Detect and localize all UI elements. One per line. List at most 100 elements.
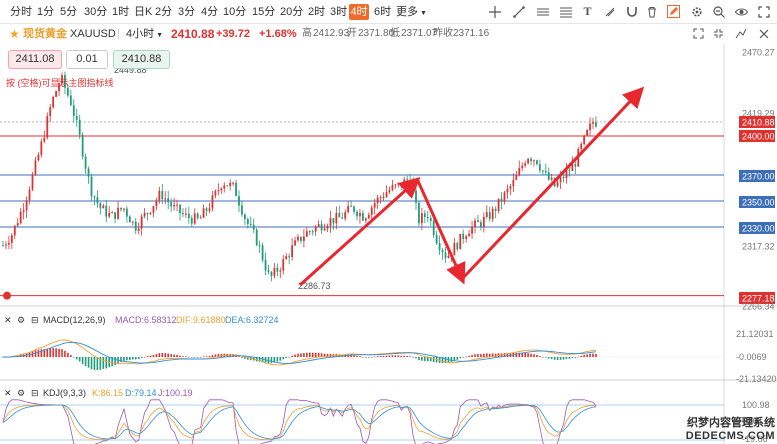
- eye-icon[interactable]: [735, 5, 748, 18]
- tf-20min[interactable]: 20分: [280, 6, 304, 18]
- macd-close-icon[interactable]: ✕: [4, 315, 12, 325]
- tf-10min[interactable]: 10分: [223, 6, 247, 18]
- macd-bar: [126, 357, 128, 361]
- zoom-out-icon[interactable]: [712, 5, 725, 18]
- macd-bar: [362, 356, 364, 358]
- candle-body: [568, 170, 571, 172]
- tf-30min[interactable]: 30分: [84, 6, 108, 18]
- macd-bar: [577, 356, 580, 358]
- trash-icon[interactable]: [645, 5, 658, 18]
- candle-body: [267, 270, 270, 272]
- magnet-icon[interactable]: [625, 5, 638, 18]
- tf-5min[interactable]: 5分: [60, 6, 78, 18]
- candle-body: [379, 197, 382, 199]
- candle-body: [583, 135, 586, 145]
- collapse-icon[interactable]: [712, 27, 725, 40]
- close-icon[interactable]: [757, 27, 770, 40]
- candle-body: [235, 182, 237, 197]
- tf-3h[interactable]: 3时: [330, 6, 348, 18]
- macd-bar: [427, 357, 429, 362]
- candle-body: [282, 259, 285, 271]
- candle-body: [465, 236, 468, 240]
- tf-15min[interactable]: 15分: [252, 6, 276, 18]
- candle-body: [137, 228, 140, 231]
- candle-body: [249, 223, 252, 225]
- macd-bar: [488, 353, 491, 357]
- candle-body: [509, 186, 512, 189]
- candle-body: [211, 195, 214, 209]
- macd-bar: [205, 356, 208, 357]
- instrument-symbol: XAUUSD: [70, 28, 116, 40]
- macd-bar: [568, 357, 571, 359]
- macd-bar: [161, 353, 164, 357]
- macd-bar: [465, 356, 467, 358]
- watermark-domain: DEDECMS.COM: [685, 430, 775, 442]
- horizontal-line-icon[interactable]: [536, 5, 549, 18]
- favorite-star-icon[interactable]: ★: [9, 27, 20, 41]
- price-tag-label: 2410.88: [742, 118, 775, 128]
- tf-6h[interactable]: 6时: [374, 6, 392, 18]
- candle-body: [364, 218, 367, 221]
- fullscreen-icon[interactable]: [757, 5, 770, 18]
- tf-3min[interactable]: 3分: [178, 6, 196, 18]
- candle-body: [314, 226, 317, 232]
- macd-bar: [424, 357, 426, 362]
- candle-body: [81, 134, 84, 157]
- macd-bar: [468, 355, 470, 357]
- draw-line-icon[interactable]: [512, 5, 525, 18]
- tf-4min[interactable]: 4分: [201, 6, 219, 18]
- period-selector[interactable]: 4小时 ▼: [126, 27, 163, 43]
- macd-settings-icon[interactable]: ⚙: [17, 315, 26, 325]
- macd-bar: [418, 357, 420, 361]
- lot-size-input[interactable]: 0.01: [66, 50, 108, 69]
- tf-1min[interactable]: 1分: [37, 6, 55, 18]
- candle-body: [108, 212, 111, 217]
- tf-2h[interactable]: 2时: [308, 6, 326, 18]
- kdj-collapse-icon[interactable]: ⊟: [31, 388, 39, 398]
- kdj-close-icon[interactable]: ✕: [4, 388, 12, 398]
- scale-icon[interactable]: [734, 27, 747, 40]
- candle-body: [61, 75, 63, 84]
- candle-body: [432, 221, 435, 236]
- macd-collapse-icon[interactable]: ⊟: [31, 315, 39, 325]
- trend-arrow-up-1: [298, 176, 421, 287]
- candle-body: [370, 207, 373, 215]
- ruler-icon[interactable]: [603, 5, 616, 18]
- tf-more[interactable]: 更多 ▼: [396, 4, 427, 20]
- edit-icon[interactable]: [667, 5, 680, 18]
- text-tool-icon[interactable]: T: [583, 4, 592, 18]
- tf-fenshi[interactable]: 分时: [10, 6, 32, 18]
- kdj-header: ✕ ⚙ ⊟ KDJ(9,3,3) K:86.15 D:79.14 J:100.1…: [4, 386, 304, 400]
- tf-1h[interactable]: 1时: [112, 6, 130, 18]
- macd-bar: [527, 353, 529, 357]
- k-value: K:86.15: [92, 388, 124, 398]
- fibonacci-icon[interactable]: [559, 5, 572, 18]
- candle-body: [323, 228, 326, 231]
- macd-bar: [102, 357, 105, 369]
- candle-body: [49, 107, 52, 117]
- candle-body: [353, 206, 355, 212]
- candle-body: [550, 178, 553, 180]
- kdj-settings-icon[interactable]: ⚙: [17, 388, 26, 398]
- candle-body: [303, 236, 305, 242]
- crosshair-icon[interactable]: [488, 5, 501, 18]
- settings-icon[interactable]: [690, 5, 703, 18]
- buy-price-button[interactable]: 2410.88: [113, 50, 170, 69]
- candle-body: [223, 185, 226, 189]
- tf-4h[interactable]: 4时: [349, 4, 369, 20]
- macd-bar: [155, 354, 158, 357]
- candle-body: [595, 122, 597, 127]
- candle-body: [90, 176, 93, 197]
- tf-2min[interactable]: 2分: [155, 6, 173, 18]
- candle-body: [190, 218, 193, 224]
- price-tag-label: 2370.00: [742, 172, 775, 182]
- prev-close-value: 2371.16: [453, 28, 490, 39]
- tf-daily[interactable]: 日K: [134, 6, 153, 18]
- layout-icon[interactable]: [692, 27, 705, 40]
- macd-bar: [385, 355, 388, 357]
- sell-price-button[interactable]: 2411.08: [8, 50, 62, 69]
- candle-body: [13, 225, 16, 236]
- macd-bar: [515, 352, 518, 357]
- price-tag: [739, 222, 775, 234]
